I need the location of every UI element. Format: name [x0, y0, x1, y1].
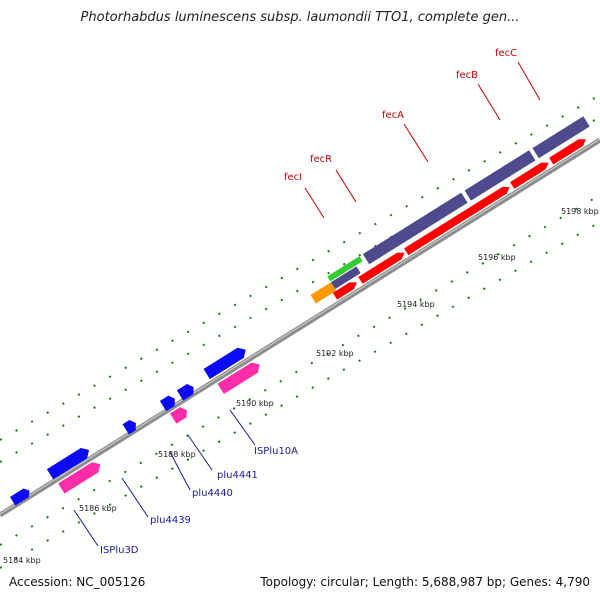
cds-pink-ISPlu3D[interactable]: [58, 459, 103, 494]
scale-label-5194: 5194 kbp: [397, 300, 435, 309]
gene-fecR-lower[interactable]: [330, 266, 361, 290]
gene-label-ISPlu3D[interactable]: ISPlu3D: [100, 545, 139, 556]
tick-row-outer-top: [0, 94, 600, 441]
gene-label-fecI[interactable]: fecI: [284, 172, 302, 183]
gene-fecI[interactable]: [310, 282, 337, 304]
scale-label-5184: 5184 kbp: [3, 556, 41, 565]
gene-label-fecR[interactable]: fecR: [310, 154, 332, 165]
cds-red-3[interactable]: [404, 184, 512, 256]
cds-red-1[interactable]: [332, 279, 359, 300]
scale-label-5198: 5198 kbp: [561, 207, 599, 216]
tick-row-inner-bottom: [0, 221, 600, 569]
gene-fecC[interactable]: [532, 116, 590, 159]
genome-summary-text: Topology: circular; Length: 5,688,987 bp…: [260, 575, 590, 589]
gene-fecB[interactable]: [464, 150, 536, 201]
gene-fecR[interactable]: [327, 256, 363, 282]
accession-text: Accession: NC_005126: [9, 575, 146, 589]
scale-label-5192: 5192 kbp: [316, 349, 354, 358]
gene-label-plu4439[interactable]: plu4439: [150, 515, 191, 526]
cds-pink-ISPlu10A[interactable]: [217, 359, 263, 394]
cds-blue-plu4440[interactable]: [159, 394, 178, 412]
scale-label-5188: 5188 kbp: [158, 450, 196, 459]
gene-label-plu4441[interactable]: plu4441: [217, 470, 258, 481]
cds-blue-ISPlu10A[interactable]: [203, 345, 249, 380]
gene-label-fecC[interactable]: fecC: [495, 48, 517, 59]
map-title: Photorhabdus luminescens subsp. laumondi…: [80, 10, 520, 25]
genome-backbone-highlight: [0, 138, 600, 515]
gene-label-ISPlu10A[interactable]: ISPlu10A: [254, 446, 298, 457]
cds-red-5[interactable]: [549, 136, 588, 165]
scale-label-5186: 5186 kbp: [79, 504, 117, 513]
blue-label-leaders: [73, 409, 256, 547]
red-label-leaders: [304, 61, 541, 219]
gene-fecA[interactable]: [362, 192, 468, 265]
gene-label-fecB[interactable]: fecB: [456, 70, 478, 81]
gene-label-fecA[interactable]: fecA: [382, 110, 404, 121]
cds-blue-plu4439[interactable]: [122, 418, 140, 435]
tick-row-outer-bottom: [0, 194, 600, 546]
cds-blue-plu4441[interactable]: [176, 382, 197, 401]
cds-red-2[interactable]: [358, 249, 406, 284]
feature-tracks: [9, 116, 590, 506]
cds-pink-plu4440[interactable]: [170, 405, 190, 424]
scale-label-5196: 5196 kbp: [478, 253, 516, 262]
scale-label-5190: 5190 kbp: [236, 399, 274, 408]
cds-blue-left[interactable]: [9, 486, 32, 506]
cds-red-4[interactable]: [510, 159, 551, 189]
cds-blue-ISPlu3D[interactable]: [46, 445, 92, 480]
gene-label-plu4440[interactable]: plu4440: [192, 488, 233, 499]
genome-backbone: [0, 137, 600, 518]
